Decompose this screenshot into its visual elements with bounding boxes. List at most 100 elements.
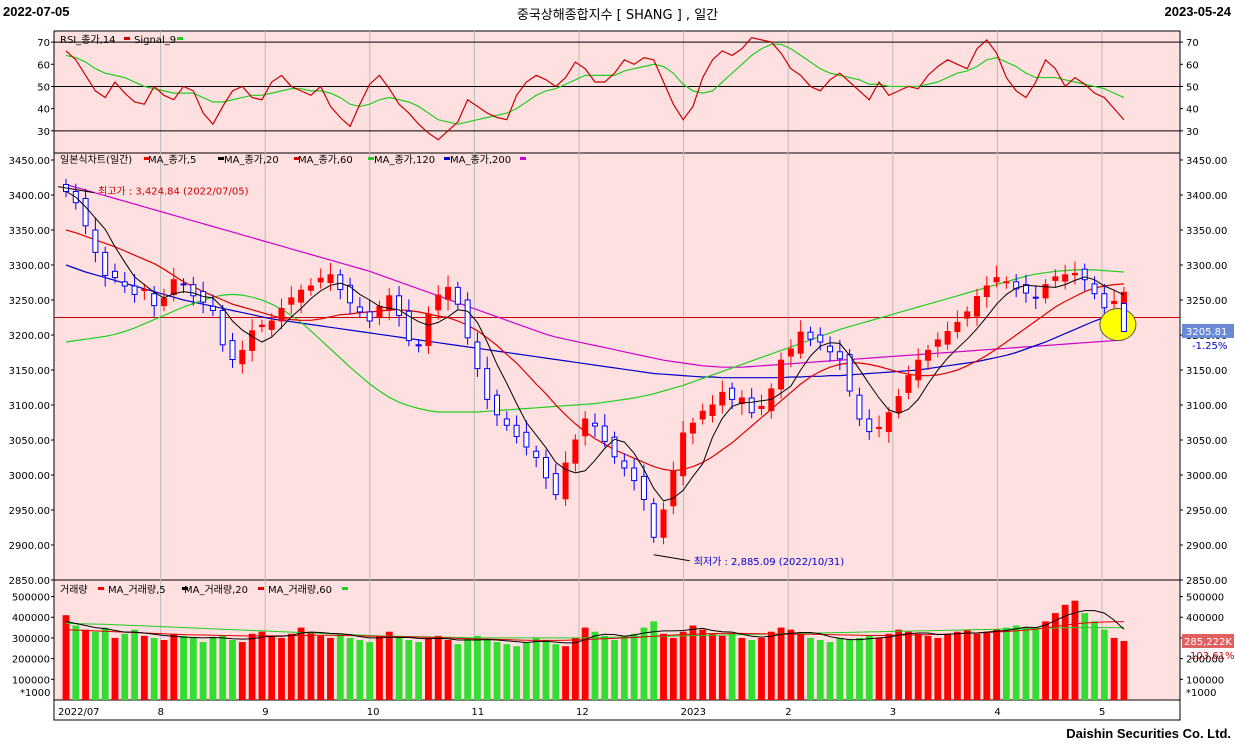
volume-bar: [405, 640, 413, 700]
candle-body: [386, 295, 393, 311]
candle-body: [572, 439, 579, 464]
candle-body: [895, 396, 902, 414]
volume-bar: [669, 637, 677, 700]
x-tick-label: 2023: [681, 707, 706, 718]
rsi-tick-label: 30: [37, 127, 50, 138]
candle-body: [249, 330, 256, 351]
candle-body: [817, 334, 824, 343]
rsi-tick-label: 50: [1186, 82, 1199, 93]
volume-bar: [327, 637, 334, 700]
price-tick-label: 2900.00: [9, 541, 50, 552]
candle-body: [288, 297, 295, 305]
volume-bar: [601, 635, 609, 700]
candle-body: [983, 285, 990, 297]
price-change-pct: -1.25%: [1192, 341, 1227, 352]
volume-legend-swatch: [258, 587, 264, 590]
price-tick-label: 2850.00: [1186, 576, 1227, 587]
candle-body: [523, 431, 530, 448]
price-legend-label: MA_종가,5: [148, 154, 196, 166]
current-price-value: 3205.81: [1186, 327, 1227, 338]
signal-legend-swatch: [177, 37, 183, 40]
volume-bar: [336, 633, 344, 700]
candle-body: [317, 277, 324, 283]
volume-bar: [483, 640, 491, 700]
volume-bar: [395, 637, 403, 700]
ma5-line: [65, 191, 1125, 502]
volume-bar: [944, 633, 951, 700]
volume-bar: [807, 637, 814, 700]
volume-bar: [454, 644, 462, 700]
candle-body: [611, 436, 618, 458]
high-annotation: 최고가 : 3,424.84 (2022/07/05): [98, 186, 249, 198]
volume-bar: [660, 633, 667, 700]
volume-legend-swatch: [98, 587, 104, 590]
volume-bar: [767, 631, 775, 700]
volume-bar: [797, 633, 805, 700]
volume-bar: [82, 629, 89, 700]
volume-bar: [522, 642, 530, 700]
volume-bar: [718, 635, 726, 700]
candle-body: [856, 394, 863, 420]
price-tick-label: 3400.00: [9, 191, 50, 202]
volume-legend-label: 거래량: [60, 584, 88, 596]
rsi-tick-label: 40: [1186, 105, 1199, 116]
candle-body: [484, 368, 491, 400]
volume-bar: [1022, 627, 1030, 700]
volume-bar: [376, 635, 383, 700]
candle-body: [621, 460, 628, 469]
volume-bar: [934, 637, 942, 700]
candle-body: [827, 345, 834, 353]
price-tick-label: 3350.00: [9, 226, 50, 237]
volume-tick-label: 100000: [1186, 675, 1224, 686]
candle-body: [1062, 274, 1069, 282]
volume-ma5-line: [65, 610, 1125, 644]
volume-legend-label: MA_거래량,5: [108, 584, 166, 596]
price-tick-label: 3200.00: [9, 331, 50, 342]
candle-body: [229, 340, 236, 361]
candle-body: [1022, 284, 1029, 294]
volume-bar: [826, 642, 834, 700]
volume-bar: [72, 625, 80, 700]
volume-bar: [170, 633, 178, 700]
volume-tick-label: 200000: [1186, 655, 1224, 666]
low-annotation-arrow: [653, 554, 690, 562]
volume-bar: [268, 635, 276, 700]
candle-body: [180, 283, 187, 286]
rsi-line: [65, 36, 1125, 141]
volume-bar: [571, 637, 579, 700]
candle-body: [366, 311, 373, 322]
volume-bar: [346, 637, 354, 700]
volume-bar: [287, 633, 295, 700]
candle-body: [268, 320, 275, 330]
price-tick-label: 2900.00: [1186, 541, 1227, 552]
volume-bar: [532, 637, 540, 700]
volume-bar: [434, 635, 442, 700]
volume-bar: [474, 635, 481, 700]
volume-bar: [953, 631, 961, 700]
candle-body: [807, 331, 814, 340]
volume-bar: [180, 635, 187, 700]
candle-body: [445, 286, 452, 300]
volume-legend-swatch: [182, 587, 188, 590]
volume-change-pct: 103.61%: [1190, 651, 1235, 662]
candle-body: [758, 405, 765, 409]
volume-legend-swatch: [342, 587, 348, 590]
volume-bar: [1091, 621, 1098, 700]
candle-body: [327, 274, 334, 283]
candle-body: [278, 307, 285, 322]
volume-bar: [317, 635, 325, 700]
volume-tick-label: 200000: [12, 655, 50, 666]
candle-body: [474, 341, 481, 370]
rsi-tick-label: 60: [1186, 60, 1199, 71]
rsi-tick-label: 70: [1186, 38, 1199, 49]
volume-tick-label: 500000: [12, 593, 50, 604]
volume-tick-label: 400000: [12, 613, 50, 624]
price-legend-label: MA_종가,20: [224, 154, 279, 166]
candle-body: [542, 457, 549, 479]
candle-body: [1071, 272, 1078, 276]
last-price-highlight: [1099, 308, 1137, 341]
volume-bar: [738, 637, 746, 700]
candle-body: [925, 349, 932, 361]
volume-bar: [983, 631, 991, 700]
